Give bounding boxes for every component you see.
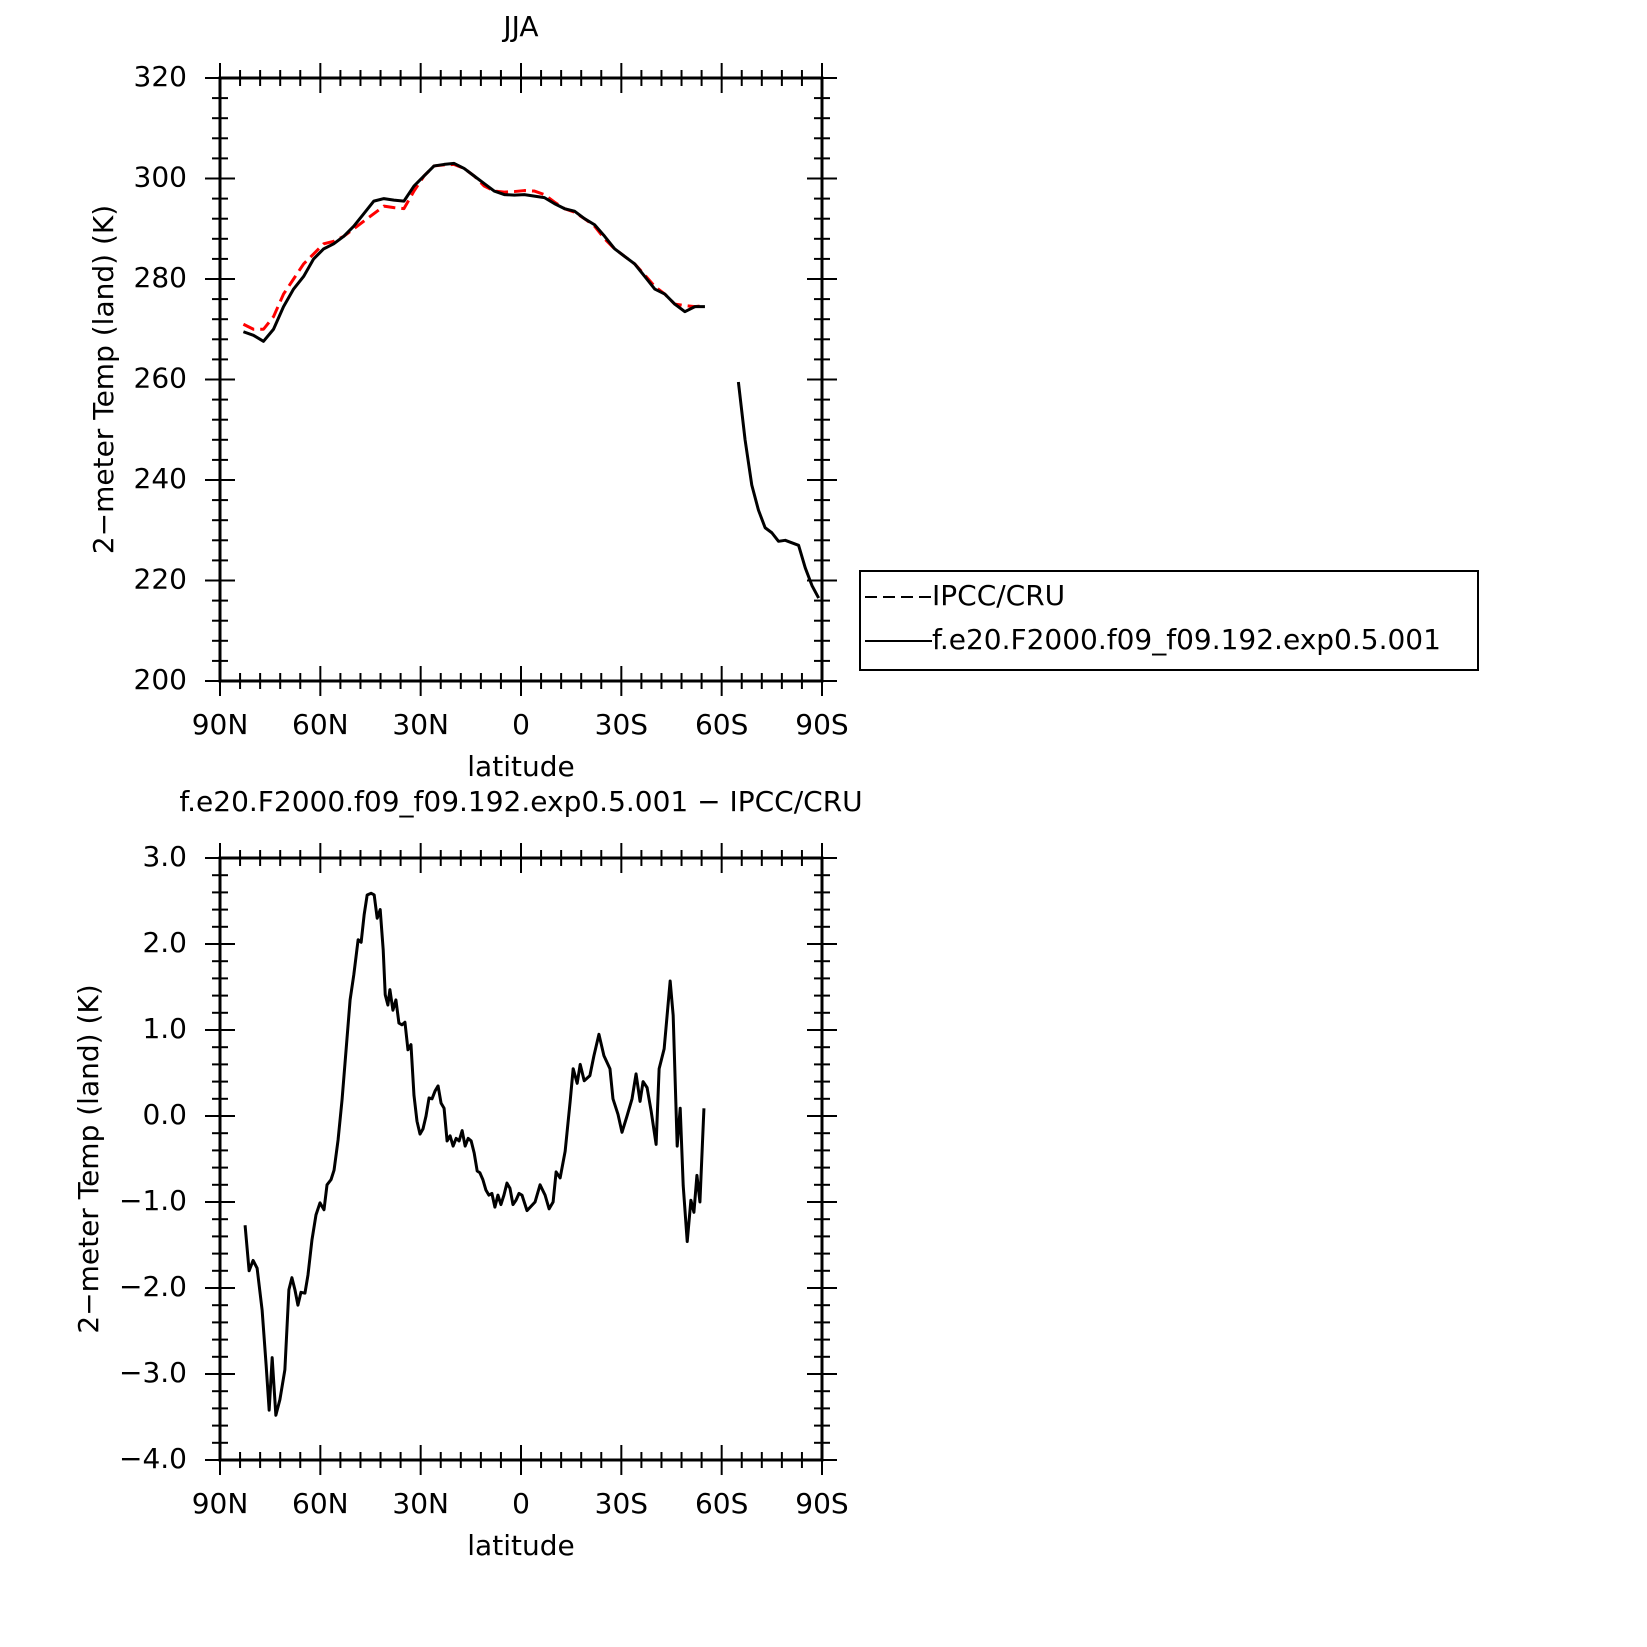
- y-tick-label: 2.0: [142, 926, 187, 959]
- y-tick-label: 280: [134, 261, 187, 294]
- y-tick-label: −3.0: [119, 1356, 187, 1389]
- x-tick-label: 90N: [192, 1487, 249, 1520]
- y-tick-label: −2.0: [119, 1270, 187, 1303]
- x-tick-label: 30N: [392, 708, 449, 741]
- legend-label: IPCC/CRU: [932, 579, 1065, 612]
- y-axis-label: 2−meter Temp (land) (K): [87, 205, 120, 554]
- plot-frame: [218, 76, 824, 683]
- y-tick-label: 240: [134, 462, 187, 495]
- y-tick-label: 0.0: [142, 1098, 187, 1131]
- x-tick-label: 90N: [192, 708, 249, 741]
- y-tick-label: 220: [134, 563, 187, 596]
- y-tick-label: −1.0: [119, 1184, 187, 1217]
- x-tick-label: 0: [512, 1487, 530, 1520]
- x-tick-label: 90S: [795, 1487, 848, 1520]
- y-tick-label: 200: [134, 663, 187, 696]
- legend-box: [859, 570, 1479, 671]
- x-tick-label: 30S: [595, 1487, 648, 1520]
- y-tick-label: −4.0: [119, 1442, 187, 1475]
- y-tick-label: 1.0: [142, 1012, 187, 1045]
- x-tick-label: 0: [512, 708, 530, 741]
- y-tick-label: 320: [134, 60, 187, 93]
- chart-title: JJA: [501, 10, 538, 43]
- x-tick-label: 60S: [695, 1487, 748, 1520]
- x-tick-label: 60S: [695, 708, 748, 741]
- y-axis-label: 2−meter Temp (land) (K): [72, 984, 105, 1333]
- chart-title: f.e20.F2000.f09_f09.192.exp0.5.001 − IPC…: [179, 785, 862, 818]
- y-tick-label: 300: [134, 161, 187, 194]
- x-axis-label: latitude: [467, 1529, 574, 1562]
- x-tick-label: 90S: [795, 708, 848, 741]
- data-line: [243, 891, 706, 1417]
- y-tick-label: 260: [134, 362, 187, 395]
- x-tick-label: 30S: [595, 708, 648, 741]
- x-axis-label: latitude: [467, 750, 574, 783]
- x-tick-label: 60N: [292, 708, 349, 741]
- y-tick-label: 3.0: [142, 840, 187, 873]
- plot-frame: [218, 856, 824, 1462]
- x-tick-label: 60N: [292, 1487, 349, 1520]
- x-tick-label: 30N: [392, 1487, 449, 1520]
- legend-label: f.e20.F2000.f09_f09.192.exp0.5.001: [932, 623, 1441, 656]
- data-line: [242, 162, 706, 331]
- data-line: [242, 161, 820, 599]
